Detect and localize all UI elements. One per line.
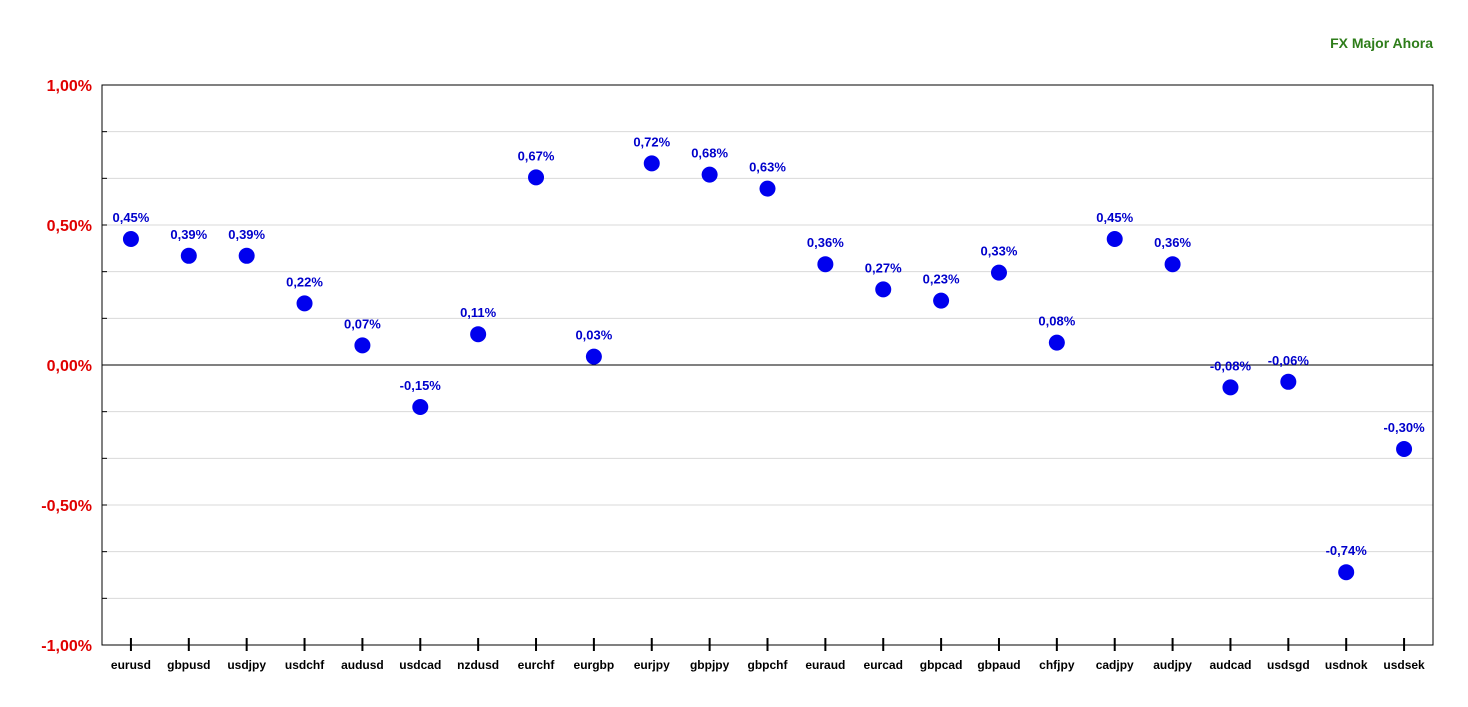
data-label-eurusd: 0,45% xyxy=(112,210,149,225)
data-label-eurcad: 0,27% xyxy=(865,260,902,275)
data-label-audjpy: 0,36% xyxy=(1154,235,1191,250)
data-point-eurjpy xyxy=(643,155,660,172)
y-tick-label: -0,50% xyxy=(41,498,92,515)
data-point-eurchf xyxy=(528,169,545,186)
x-tick-label-usdchf: usdchf xyxy=(285,658,325,672)
data-point-gbpcad xyxy=(933,292,950,309)
x-tick-label-chfjpy: chfjpy xyxy=(1039,658,1075,672)
y-tick-label: -1,00% xyxy=(41,638,92,655)
data-label-cadjpy: 0,45% xyxy=(1096,210,1133,225)
data-point-usdsgd xyxy=(1280,373,1297,390)
data-point-audusd xyxy=(354,337,371,354)
x-tick-label-audjpy: audjpy xyxy=(1153,658,1192,672)
data-label-usdjpy: 0,39% xyxy=(228,227,265,242)
data-point-usdchf xyxy=(296,295,313,312)
data-label-eurgbp: 0,03% xyxy=(575,328,612,343)
data-point-usdsek xyxy=(1396,441,1413,457)
data-point-eurcad xyxy=(875,281,892,298)
x-tick-label-gbpchf: gbpchf xyxy=(748,658,789,672)
data-label-chfjpy: 0,08% xyxy=(1038,314,1075,329)
data-point-cadjpy xyxy=(1106,231,1123,247)
x-tick-label-gbpusd: gbpusd xyxy=(167,658,210,672)
x-tick-label-eurgbp: eurgbp xyxy=(574,658,615,672)
x-tick-label-cadjpy: cadjpy xyxy=(1096,658,1134,672)
data-point-eurgbp xyxy=(585,348,602,365)
data-point-gbpusd xyxy=(180,247,197,264)
data-point-chfjpy xyxy=(1048,334,1065,351)
data-label-gbpchf: 0,63% xyxy=(749,160,786,175)
data-label-gbpusd: 0,39% xyxy=(170,227,207,242)
data-points: 0,45% 0,39% 0,39% 0,22% 0,07% -0,15% 0,11% 0,67… xyxy=(112,134,1425,581)
data-point-euraud xyxy=(817,256,834,273)
x-tick-label-usdsek: usdsek xyxy=(1383,658,1425,672)
data-label-audcad: -0,08% xyxy=(1210,358,1252,373)
x-tick-label-eurcad: eurcad xyxy=(864,658,903,672)
x-tick-label-euraud: euraud xyxy=(805,658,845,672)
data-point-usdnok xyxy=(1338,564,1355,581)
x-tick-label-gbpjpy: gbpjpy xyxy=(690,658,730,672)
data-label-usdnok: -0,74% xyxy=(1326,543,1368,558)
data-label-eurchf: 0,67% xyxy=(518,148,555,163)
data-label-gbpcad: 0,23% xyxy=(923,272,960,287)
data-point-usdjpy xyxy=(238,247,255,264)
data-label-usdsek: -0,30% xyxy=(1383,420,1425,435)
data-point-audcad xyxy=(1222,379,1239,396)
x-tick-label-audusd: audusd xyxy=(341,658,384,672)
y-tick-label: 1,00% xyxy=(47,78,92,95)
data-point-gbpchf xyxy=(759,180,776,197)
data-label-eurjpy: 0,72% xyxy=(633,134,670,149)
data-label-euraud: 0,36% xyxy=(807,235,844,250)
data-point-audjpy xyxy=(1164,256,1181,273)
data-point-eurusd xyxy=(122,231,139,247)
x-tick-label-usdjpy: usdjpy xyxy=(227,658,266,672)
data-label-audusd: 0,07% xyxy=(344,316,381,331)
data-point-usdcad xyxy=(412,399,429,415)
data-label-nzdusd: 0,11% xyxy=(460,305,497,320)
y-tick-label: 0,50% xyxy=(47,218,92,235)
x-tick-label-gbpcad: gbpcad xyxy=(920,658,963,672)
x-tick-label-eurjpy: eurjpy xyxy=(634,658,670,672)
y-tick-label: 0,00% xyxy=(47,358,92,375)
data-label-usdchf: 0,22% xyxy=(286,274,323,289)
data-label-usdsgd: -0,06% xyxy=(1268,353,1310,368)
data-label-usdcad: -0,15% xyxy=(400,378,442,393)
data-point-gbpjpy xyxy=(701,166,718,183)
x-tick-label-usdcad: usdcad xyxy=(399,658,441,672)
x-tick-label-usdnok: usdnok xyxy=(1325,658,1368,672)
data-label-gbpjpy: 0,68% xyxy=(691,146,728,161)
data-point-nzdusd xyxy=(470,326,487,343)
x-tick-label-audcad: audcad xyxy=(1209,658,1251,672)
x-tick-label-usdsgd: usdsgd xyxy=(1267,658,1310,672)
x-tick-label-nzdusd: nzdusd xyxy=(457,658,499,672)
axis-ticks: 1,00% 0,50% 0,00% -0,50% -1,00% eurusd gbpusd u… xyxy=(41,78,1425,672)
data-point-gbpaud xyxy=(990,264,1007,281)
chart-title: FX Major Ahora xyxy=(1330,35,1433,51)
x-tick-label-eurusd: eurusd xyxy=(111,658,151,672)
data-label-gbpaud: 0,33% xyxy=(981,244,1018,259)
x-tick-label-eurchf: eurchf xyxy=(518,658,556,672)
x-tick-label-gbpaud: gbpaud xyxy=(977,658,1020,672)
